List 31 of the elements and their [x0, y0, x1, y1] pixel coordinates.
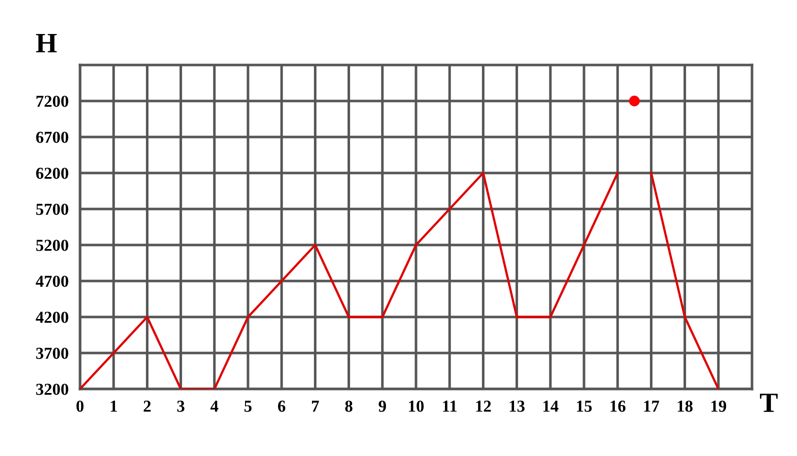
x-tick-label: 1: [110, 400, 117, 412]
y-axis-title: H: [36, 34, 57, 52]
y-tick-label: 4200: [36, 312, 68, 323]
x-axis-title: T: [760, 394, 778, 412]
x-tick-label: 16: [610, 400, 626, 412]
x-tick-label: 17: [644, 400, 660, 412]
y-tick-label: 3200: [36, 384, 68, 395]
x-tick-label: 3: [177, 400, 184, 412]
x-tick-label: 19: [711, 400, 726, 412]
x-tick-label: 18: [678, 400, 693, 412]
x-tick-label: 10: [409, 400, 424, 412]
x-tick-label: 4: [210, 400, 218, 412]
x-tick-label: 8: [345, 400, 352, 412]
y-tick-label: 7200: [36, 96, 68, 107]
x-tick-label: 12: [476, 400, 491, 412]
x-tick-label: 15: [577, 400, 592, 412]
x-tick-label: 2: [144, 400, 151, 412]
x-tick-label: 7: [312, 400, 319, 412]
y-tick-label: 6700: [36, 132, 68, 143]
y-tick-label: 5700: [36, 204, 68, 215]
x-tick-label: 0: [76, 400, 84, 412]
y-tick-label: 4700: [36, 276, 68, 287]
x-tick-label: 11: [443, 400, 457, 412]
x-tick-label: 9: [378, 400, 386, 412]
x-tick-label: 14: [543, 400, 558, 412]
x-tick-label: 5: [244, 400, 252, 412]
y-tick-label: 6200: [36, 168, 68, 179]
y-tick-label: 3700: [36, 348, 68, 359]
x-tick-label: 6: [278, 400, 286, 412]
y-tick-label: 5200: [36, 240, 68, 251]
x-tick-label: 13: [510, 400, 525, 412]
